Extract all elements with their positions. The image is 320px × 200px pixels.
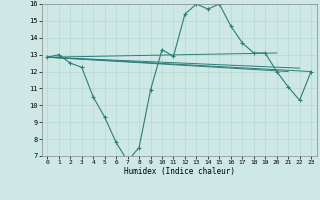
X-axis label: Humidex (Indice chaleur): Humidex (Indice chaleur): [124, 167, 235, 176]
